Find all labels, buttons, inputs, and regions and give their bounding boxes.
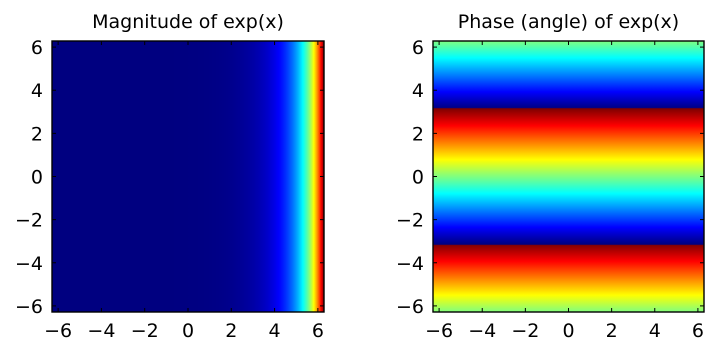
y-tick-label: 6 xyxy=(31,37,43,59)
y-tick-label: 2 xyxy=(31,123,43,145)
x-tick-label: 6 xyxy=(312,320,324,341)
x-tick-label: −4 xyxy=(87,320,115,341)
y-tick-label: 0 xyxy=(31,167,43,189)
y-tick-label: −6 xyxy=(15,296,43,318)
heatmap-image xyxy=(52,41,324,312)
x-tick-label: 0 xyxy=(562,320,574,341)
y-tick-label: 4 xyxy=(412,80,424,102)
axes-frame xyxy=(432,40,705,313)
y-tick-label: 0 xyxy=(412,167,424,189)
x-tick-label: 0 xyxy=(182,320,194,341)
panel-magnitude: −6 −4 −2 0 2 4 6 −6 −4 −2 0 2 4 6 Magnitude of exp(x) xyxy=(15,11,325,341)
x-tick-label: 4 xyxy=(269,320,281,341)
panel-phase: −6 −4 −2 0 2 4 6 −6 −4 −2 0 2 4 6 Phase (angle) of exp… xyxy=(396,11,705,341)
y-tick-label: 6 xyxy=(412,37,424,59)
axes-frame xyxy=(51,40,325,313)
heatmap-image xyxy=(433,41,704,312)
x-tick-label: −2 xyxy=(131,320,159,341)
y-tick-label: −2 xyxy=(396,210,424,232)
y-tick-label: 4 xyxy=(31,80,43,102)
y-tick-label: 2 xyxy=(412,123,424,145)
y-tick-label: −2 xyxy=(15,210,43,232)
x-tick-label: −6 xyxy=(425,320,453,341)
x-tick-label: −4 xyxy=(468,320,496,341)
x-tick-label: 6 xyxy=(692,320,704,341)
y-tick-label: −4 xyxy=(396,253,424,275)
x-tick-label: −2 xyxy=(511,320,539,341)
x-tick-label: 2 xyxy=(606,320,618,341)
y-tick-label: −6 xyxy=(396,296,424,318)
x-tick-label: 4 xyxy=(649,320,661,341)
y-tick-label: −4 xyxy=(15,253,43,275)
chart-title: Magnitude of exp(x) xyxy=(92,11,284,33)
chart-title: Phase (angle) of exp(x) xyxy=(458,11,679,33)
x-tick-label: 2 xyxy=(225,320,237,341)
x-tick-label: −6 xyxy=(44,320,72,341)
